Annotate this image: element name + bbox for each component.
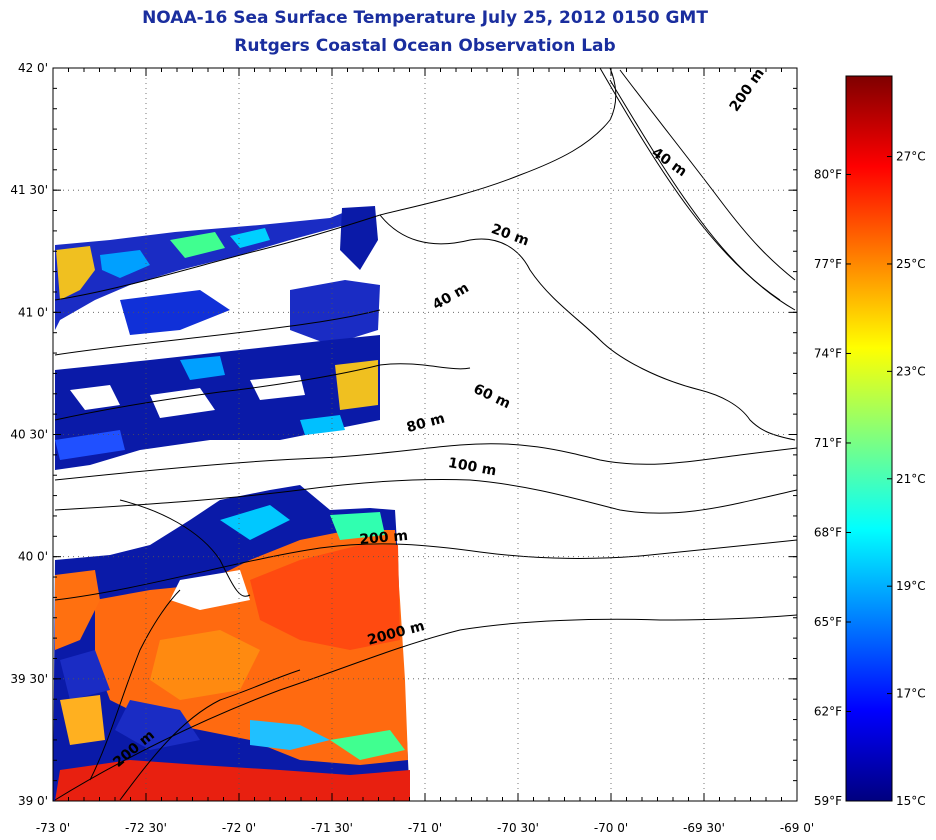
coastline: [54, 68, 796, 597]
fahrenheit-tick-label: 77°F: [814, 257, 842, 271]
lat-tick-label: 39 30': [10, 672, 48, 686]
lon-tick-label: -69 0': [780, 821, 814, 835]
lon-tick-label: -70 0': [594, 821, 628, 835]
graticule: [53, 68, 797, 801]
lat-tick-label: 40 30': [10, 428, 48, 442]
fahrenheit-tick-label: 68°F: [814, 525, 842, 539]
lon-tick-label: -73 0': [36, 821, 70, 835]
lon-tick-label: -69 30': [683, 821, 725, 835]
lat-tick-label: 40 0': [18, 550, 48, 564]
fahrenheit-tick-label: 74°F: [814, 346, 842, 360]
colorbar-ticks: 27°C 25°C 23°C 21°C 19°C 17°C 15°C 80°F 77°F 74°F…: [814, 150, 926, 808]
lat-tick-label: 41 30': [10, 183, 48, 197]
fahrenheit-tick-label: 62°F: [814, 704, 842, 718]
depth-contour-label: 200 m: [359, 528, 409, 548]
fahrenheit-tick-label: 80°F: [814, 167, 842, 181]
map-subtitle: Rutgers Coastal Ocean Observation Lab: [234, 36, 616, 56]
lon-tick-label: -70 30': [497, 821, 539, 835]
lat-tick-label: 39 0': [18, 794, 48, 808]
celsius-tick-label: 15°C: [896, 794, 926, 808]
sst-raster: [53, 206, 410, 801]
celsius-tick-label: 25°C: [896, 257, 926, 271]
temperature-colorbar: [845, 75, 893, 802]
fahrenheit-tick-label: 71°F: [814, 436, 842, 450]
map-axes: -73 0' -72 30' -72 0' -71 30' -71 0' -70 30' -…: [10, 61, 814, 835]
celsius-tick-label: 21°C: [896, 472, 926, 486]
celsius-tick-label: 23°C: [896, 364, 926, 378]
lon-tick-label: -72 30': [125, 821, 167, 835]
celsius-tick-label: 27°C: [896, 150, 926, 164]
celsius-tick-label: 19°C: [896, 579, 926, 593]
depth-contours: [54, 443, 797, 801]
lon-tick-label: -72 0': [222, 821, 256, 835]
map-title: NOAA-16 Sea Surface Temperature July 25,…: [142, 8, 708, 28]
fahrenheit-tick-label: 59°F: [814, 794, 842, 808]
lat-tick-label: 42 0': [18, 61, 48, 75]
lon-tick-label: -71 0': [408, 821, 442, 835]
lat-tick-label: 41 0': [18, 305, 48, 319]
fahrenheit-tick-label: 65°F: [814, 615, 842, 629]
lon-tick-label: -71 30': [311, 821, 353, 835]
celsius-tick-label: 17°C: [896, 687, 926, 701]
